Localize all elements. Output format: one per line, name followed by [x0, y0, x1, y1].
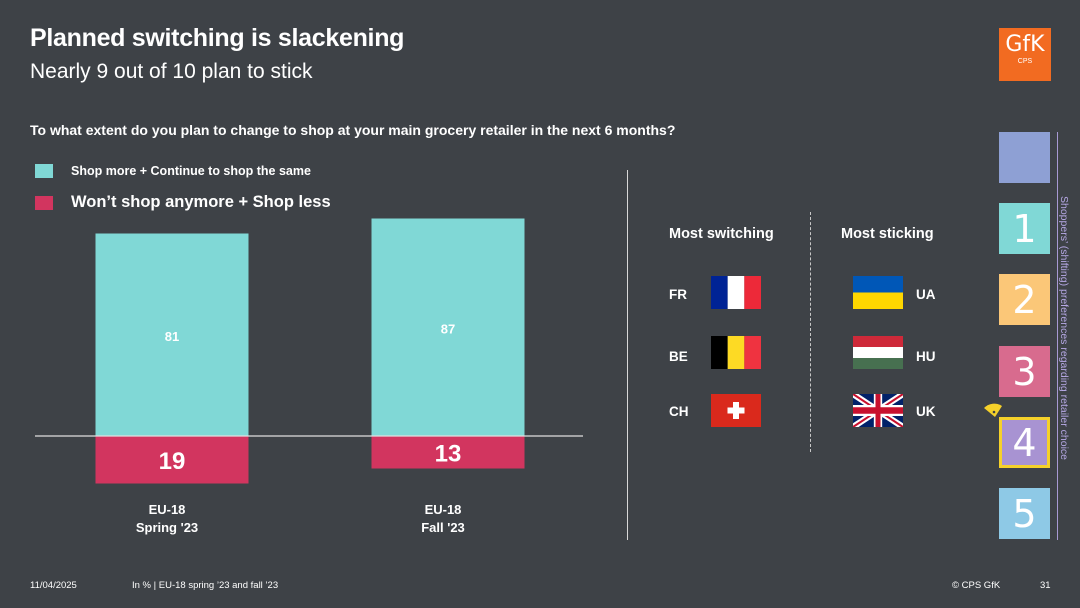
- most-sticking-heading: Most sticking: [841, 226, 934, 242]
- country-code-uk: UK: [916, 404, 936, 419]
- country-code-ua: UA: [916, 287, 936, 302]
- bar-switch-1: [95, 436, 249, 484]
- section-side-label: Shoppers’ (shifting) preferences regardi…: [1056, 196, 1076, 486]
- data-label-switch-1: 19: [159, 448, 186, 475]
- side-label-text: Shoppers’ (shifting) preferences regardi…: [1058, 196, 1070, 460]
- survey-question: To what extent do you plan to change to …: [30, 122, 676, 138]
- footer-note: In % | EU-18 spring ’23 and fall ’23: [132, 580, 279, 591]
- legend-swatch-stick: [35, 164, 53, 178]
- data-label-stick-1: 81: [165, 329, 179, 344]
- logo-subtext: CPS: [1017, 58, 1033, 65]
- nav-item-5[interactable]: 5: [999, 488, 1050, 539]
- switching-bar-chart: 81 19 EU-18 Spring '23 87 13 EU-18 Fall '23: [35, 218, 583, 535]
- nav-item-2[interactable]: 2: [999, 274, 1050, 325]
- nav-overview-tile[interactable]: [999, 132, 1050, 183]
- legend-label-stick: Shop more + Continue to shop the same: [71, 164, 311, 178]
- category-label-2-line-1: EU-18: [425, 502, 462, 517]
- ukraine-flag-icon: [853, 276, 903, 309]
- logo-wordmark: GfK: [1005, 32, 1045, 57]
- belgium-flag-icon: [711, 336, 761, 369]
- page-subtitle: Nearly 9 out of 10 plan to stick: [30, 60, 313, 83]
- country-code-hu: HU: [916, 349, 936, 364]
- country-code-fr: FR: [669, 287, 687, 302]
- bar-stick-1: [95, 233, 249, 436]
- bar-switch-2: [371, 436, 525, 469]
- footer-page-number: 31: [1040, 580, 1051, 591]
- footer-copyright: © CPS GfK: [952, 580, 1001, 591]
- france-flag-icon: [711, 276, 761, 309]
- bar-stick-2: [371, 218, 525, 436]
- legend-swatch-switch: [35, 195, 53, 210]
- category-label-1-line-2: Spring '23: [136, 520, 198, 535]
- category-label-2-line-2: Fall '23: [421, 520, 465, 535]
- hungary-flag-icon: [853, 336, 903, 369]
- data-label-stick-2: 87: [441, 321, 455, 336]
- nav-item-4-active[interactable]: 4: [999, 417, 1050, 468]
- legend-item-switch: Won’t shop anymore + Shop less: [35, 193, 331, 212]
- country-code-ch: CH: [669, 404, 689, 419]
- legend-label-switch: Won’t shop anymore + Shop less: [71, 193, 331, 211]
- pointer-icon: [984, 403, 1002, 417]
- nav-item-3[interactable]: 3: [999, 346, 1050, 397]
- data-label-switch-2: 13: [435, 440, 462, 467]
- column-divider: [810, 212, 811, 452]
- gfk-logo: GfK CPS: [999, 28, 1051, 81]
- section-divider: [627, 170, 628, 540]
- nav-side-line: [1057, 132, 1058, 540]
- uk-flag-icon: [853, 394, 903, 427]
- switzerland-flag-icon: [711, 394, 761, 427]
- legend-item-stick: Shop more + Continue to shop the same: [35, 164, 311, 178]
- category-label-1-line-1: EU-18: [149, 502, 186, 517]
- nav-item-1[interactable]: 1: [999, 203, 1050, 254]
- most-switching-heading: Most switching: [669, 226, 774, 242]
- country-code-be: BE: [669, 349, 688, 364]
- footer-date: 11/04/2025: [30, 580, 77, 591]
- page-title: Planned switching is slackening: [30, 24, 405, 52]
